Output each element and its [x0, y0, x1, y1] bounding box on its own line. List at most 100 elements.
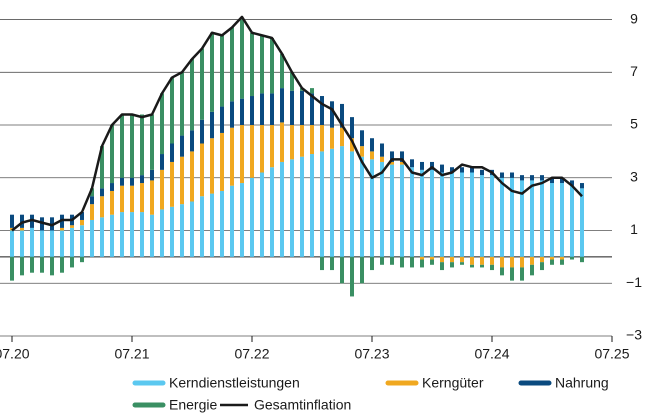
bar-segment — [450, 262, 454, 268]
bar-segment — [180, 135, 184, 157]
bar-segment — [520, 175, 524, 181]
bar-segment — [430, 169, 434, 257]
x-tick-label: 07.25 — [594, 346, 629, 362]
bar-segment — [130, 212, 134, 257]
bar-segment — [430, 259, 434, 265]
bar-segment — [70, 256, 74, 268]
bar-segment — [540, 175, 544, 181]
bar-segment — [60, 256, 64, 273]
y-tick-label: −1 — [626, 274, 642, 290]
bar-segment — [270, 167, 274, 257]
bar-segment — [400, 151, 404, 162]
bar-segment — [120, 177, 124, 186]
bar-segment — [120, 114, 124, 178]
bar-segment — [40, 256, 44, 273]
bar-segment — [570, 185, 574, 257]
bar-segment — [250, 96, 254, 126]
bar-segment — [90, 219, 94, 257]
bar-segment — [550, 177, 554, 184]
bar-segment — [320, 125, 324, 152]
legend-label: Kerndienstleistungen — [169, 375, 300, 391]
bar-segment — [240, 125, 244, 184]
y-tick-label: 5 — [630, 116, 638, 132]
bar-segment — [70, 227, 74, 257]
bar-segment — [360, 146, 364, 157]
bar-segment — [380, 143, 384, 157]
bar-segment — [250, 125, 254, 178]
bar-segment — [420, 259, 424, 268]
bar-segment — [30, 256, 34, 273]
y-tick-label: 1 — [630, 221, 638, 237]
bar-segment — [560, 183, 564, 257]
bar-segment — [110, 190, 114, 215]
bar-segment — [330, 148, 334, 257]
bar-segment — [510, 177, 514, 257]
bar-segment — [40, 217, 44, 231]
bar-segment — [370, 256, 374, 271]
bar-segment — [360, 130, 364, 147]
bar-segment — [470, 264, 474, 268]
bar-segment — [70, 225, 74, 228]
bar-segment — [490, 175, 494, 257]
bar-segment — [350, 138, 354, 152]
bar-segment — [150, 169, 154, 181]
bar-segment — [270, 125, 274, 168]
bar-segment — [390, 151, 394, 162]
bar-segment — [310, 154, 314, 257]
bar-segment — [110, 183, 114, 191]
bar-segment — [470, 172, 474, 257]
bar-segment — [170, 206, 174, 257]
bar-segment — [170, 161, 174, 207]
bar-segment — [560, 259, 564, 265]
bar-segment — [140, 175, 144, 184]
bar-segment — [500, 177, 504, 257]
bar-segment — [330, 127, 334, 149]
bar-segment — [80, 219, 84, 226]
bar-segment — [190, 59, 194, 131]
bar-segment — [370, 138, 374, 152]
bar-segment — [470, 256, 474, 265]
bar-segment — [250, 177, 254, 257]
bar-segment — [40, 230, 44, 257]
bar-segment — [480, 169, 484, 176]
bar-segment — [340, 256, 344, 284]
bar-segment — [580, 256, 584, 263]
bar-segment — [530, 256, 534, 265]
bar-segment — [280, 122, 284, 162]
bar-segment — [80, 225, 84, 257]
bar-segment — [400, 161, 404, 165]
bar-segment — [210, 111, 214, 139]
bar-segment — [240, 183, 244, 257]
bar-segment — [200, 119, 204, 144]
bar-segment — [350, 117, 354, 139]
bar-segment — [50, 230, 54, 257]
bar-segment — [20, 214, 24, 228]
bar-segment — [480, 175, 484, 257]
bar-segment — [180, 72, 184, 136]
bar-segment — [420, 256, 424, 260]
bar-segment — [330, 101, 334, 128]
bar-segment — [10, 230, 14, 257]
bar-segment — [250, 32, 254, 97]
bar-segment — [480, 256, 484, 265]
bar-segment — [490, 264, 494, 271]
x-tick-label: 07.21 — [114, 346, 149, 362]
bar-segment — [520, 267, 524, 281]
bar-segment — [380, 161, 384, 257]
bar-segment — [400, 164, 404, 257]
bar-segment — [460, 262, 464, 265]
bar-segment — [100, 146, 104, 189]
bar-segment — [320, 151, 324, 257]
legend-label: Kerngüter — [422, 375, 484, 391]
bar-segment — [380, 256, 384, 265]
bar-segment — [430, 161, 434, 170]
bar-segment — [360, 256, 364, 284]
bar-segment — [90, 188, 94, 197]
bar-segment — [110, 125, 114, 184]
bar-segment — [190, 201, 194, 257]
bar-segment — [420, 161, 424, 170]
bar-segment — [10, 256, 14, 281]
bar-segment — [420, 169, 424, 257]
bar-segment — [200, 143, 204, 197]
bar-segment — [160, 93, 164, 155]
